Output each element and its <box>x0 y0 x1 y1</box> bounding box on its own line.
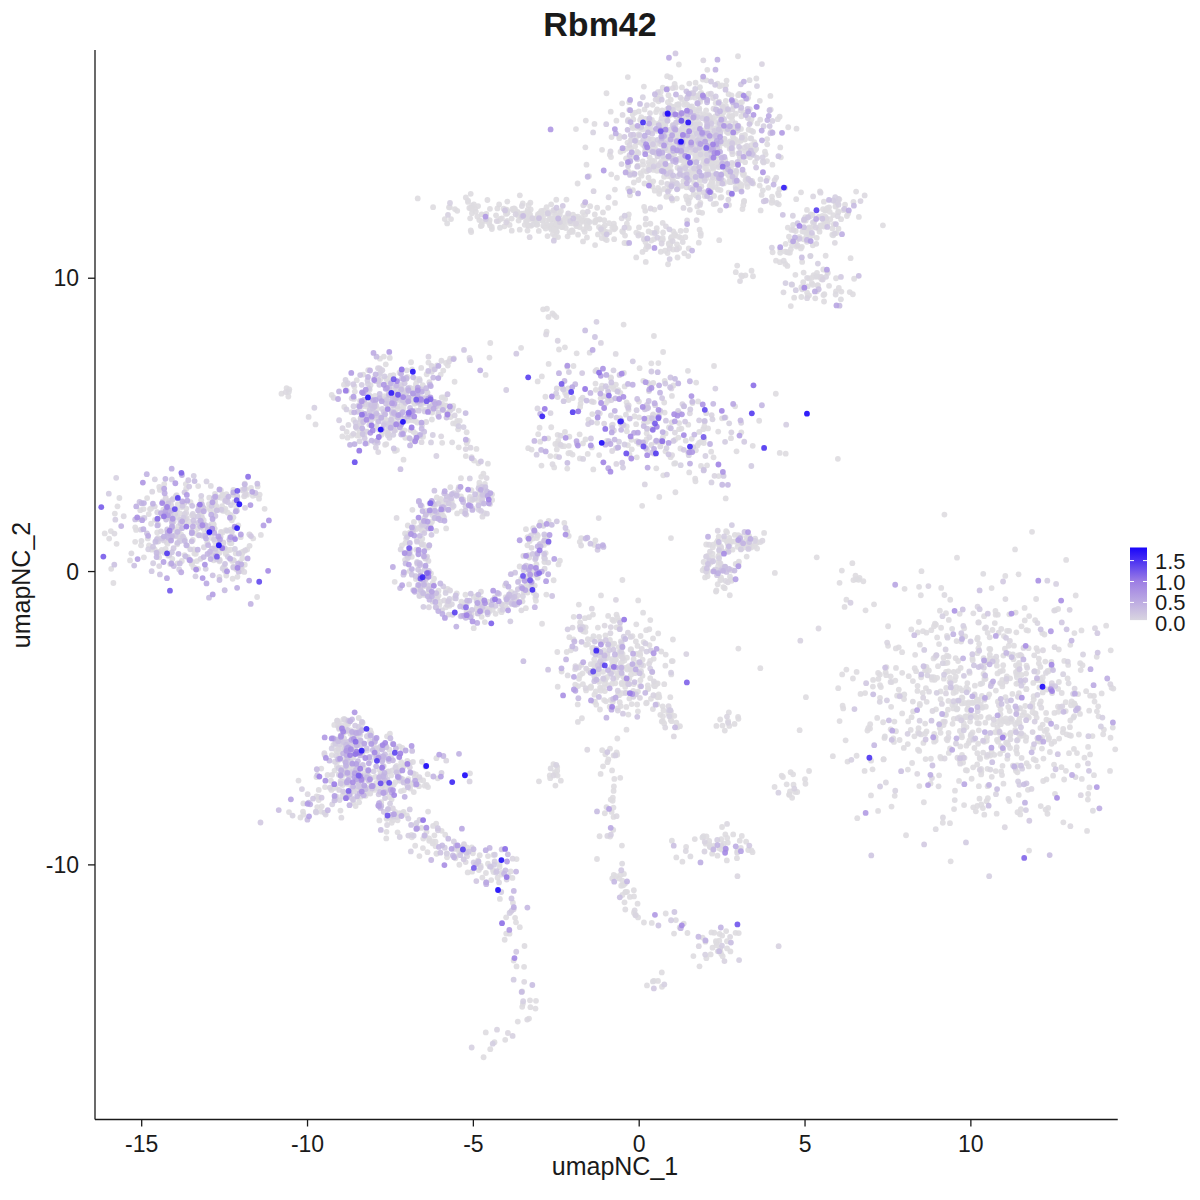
svg-text:1.5: 1.5 <box>1155 549 1186 574</box>
svg-text:10: 10 <box>53 265 79 291</box>
svg-text:umapNC_2: umapNC_2 <box>7 522 35 648</box>
svg-text:-15: -15 <box>125 1131 158 1157</box>
svg-text:-5: -5 <box>463 1131 483 1157</box>
svg-text:-10: -10 <box>291 1131 324 1157</box>
svg-text:10: 10 <box>958 1131 984 1157</box>
svg-text:umapNC_1: umapNC_1 <box>552 1152 678 1180</box>
svg-text:5: 5 <box>799 1131 812 1157</box>
svg-text:0: 0 <box>66 559 79 585</box>
svg-text:-10: -10 <box>46 852 79 878</box>
